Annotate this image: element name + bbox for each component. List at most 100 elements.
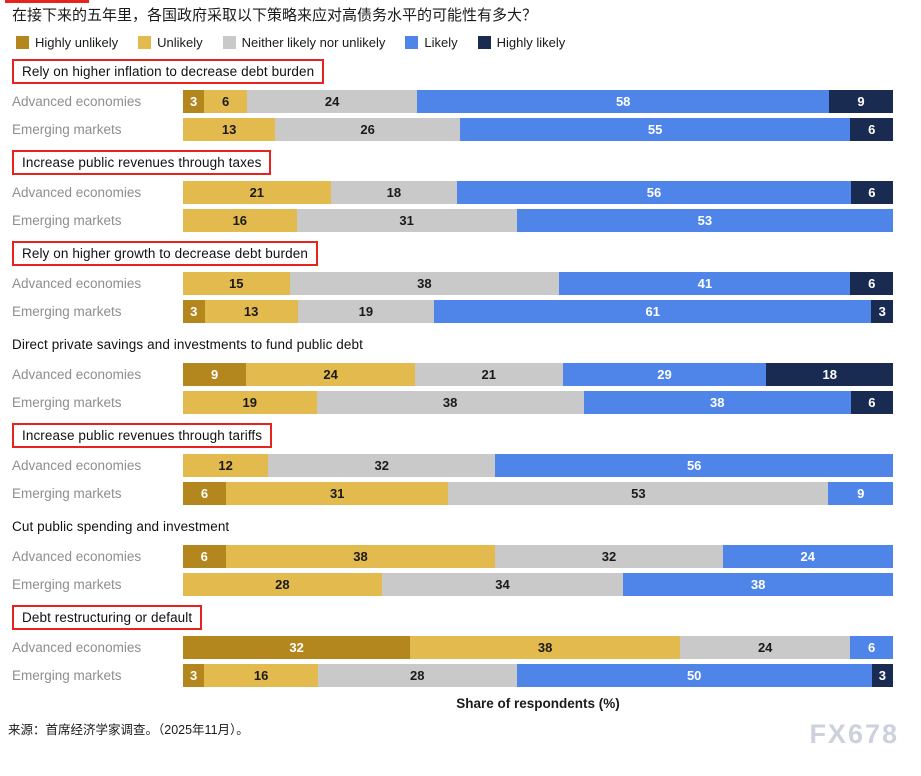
bar-segment-unlikely: 38 xyxy=(410,636,680,659)
stacked-bar: 9 24 21 29 18 xyxy=(183,363,893,386)
row-label: Emerging markets xyxy=(12,213,122,228)
chart-row: Emerging markets 13 26 55 6 xyxy=(12,118,893,141)
chart-group: Increase public revenues through tariffs… xyxy=(12,423,893,505)
bar-segment-highly_likely: 6 xyxy=(850,272,893,295)
group-title-highlighted: Increase public revenues through tariffs xyxy=(12,423,273,448)
bar-segment-likely: 55 xyxy=(459,118,851,141)
bar-segment-unlikely: 19 xyxy=(183,391,317,414)
legend-item-unlikely: Unlikely xyxy=(138,35,203,50)
bar-segment-unlikely: 13 xyxy=(183,118,276,141)
legend-swatch-highly_likely xyxy=(477,36,491,49)
chart-row: Emerging markets 28 34 38 xyxy=(12,573,893,596)
bar-segment-neither: 21 xyxy=(414,363,563,386)
legend-item-neither: Neither likely nor unlikely xyxy=(222,35,385,50)
stacked-bar: 16 31 53 xyxy=(183,209,893,232)
stacked-bar: 32 38 24 6 xyxy=(183,636,893,659)
bar-segment-neither: 34 xyxy=(381,573,624,596)
group-title-highlighted: Rely on higher inflation to decrease deb… xyxy=(12,59,325,84)
group-title-highlighted: Rely on higher growth to decrease debt b… xyxy=(12,241,318,266)
bar-segment-neither: 31 xyxy=(296,209,517,232)
bar-segment-neither: 38 xyxy=(316,391,584,414)
chart-row: Emerging markets 19 38 38 6 xyxy=(12,391,893,414)
bar-segment-likely: 50 xyxy=(516,664,872,687)
bar-segment-likely: 56 xyxy=(457,181,851,204)
legend-label: Unlikely xyxy=(157,35,203,50)
bar-segment-highly_unlikely: 3 xyxy=(183,300,205,323)
chart-row: Advanced economies 15 38 41 6 xyxy=(12,272,893,295)
legend-label: Highly likely xyxy=(496,35,566,50)
chart-group: Debt restructuring or default Advanced ec… xyxy=(12,605,893,687)
row-label: Advanced economies xyxy=(12,276,142,291)
bar-segment-likely: 24 xyxy=(722,545,893,568)
bar-segment-highly_likely: 3 xyxy=(871,664,893,687)
source-note: 来源：首席经济学家调查。（2025年11月）。 xyxy=(8,723,249,737)
legend-item-likely: Likely xyxy=(405,35,458,50)
clipped-red-highlight-box xyxy=(5,0,89,3)
stacked-bar: 21 18 56 6 xyxy=(183,181,893,204)
chart-group: Increase public revenues through taxes Ad… xyxy=(12,150,893,232)
group-title-highlighted: Increase public revenues through taxes xyxy=(12,150,272,175)
legend-item-highly_unlikely: Highly unlikely xyxy=(16,35,118,50)
bar-segment-unlikely: 15 xyxy=(183,272,290,295)
bar-segment-neither: 32 xyxy=(268,454,496,477)
chart-group: Cut public spending and investment Advanc… xyxy=(12,514,893,596)
bar-segment-neither: 18 xyxy=(330,181,458,204)
chart-row: Advanced economies 9 24 21 29 18 xyxy=(12,363,893,386)
bar-segment-highly_likely: 9 xyxy=(829,90,893,113)
chart-row: Advanced economies 21 18 56 6 xyxy=(12,181,893,204)
chart-row: Emerging markets 16 31 53 xyxy=(12,209,893,232)
chart-groups: Rely on higher inflation to decrease deb… xyxy=(0,59,921,687)
bar-segment-neither: 24 xyxy=(246,90,418,113)
bar-segment-likely: 56 xyxy=(495,454,893,477)
bar-segment-highly_unlikely: 3 xyxy=(183,90,205,113)
row-label: Advanced economies xyxy=(12,640,142,655)
group-title: Cut public spending and investment xyxy=(12,519,230,534)
group-title: Direct private savings and investments t… xyxy=(12,337,363,352)
row-label: Emerging markets xyxy=(12,486,122,501)
legend: Highly unlikely Unlikely Neither likely no… xyxy=(0,26,921,59)
bar-segment-unlikely: 16 xyxy=(183,209,297,232)
legend-swatch-unlikely xyxy=(138,36,152,49)
group-title-highlighted: Debt restructuring or default xyxy=(12,605,203,630)
legend-item-highly_likely: Highly likely xyxy=(477,35,566,50)
chart-group: Rely on higher growth to decrease debt b… xyxy=(12,241,893,323)
stacked-bar: 15 38 41 6 xyxy=(183,272,893,295)
bar-segment-likely: 61 xyxy=(433,300,872,323)
watermark: FX678 xyxy=(809,719,899,749)
bar-segment-likely: 41 xyxy=(559,272,851,295)
bar-segment-highly_likely: 3 xyxy=(871,300,893,323)
bar-segment-unlikely: 6 xyxy=(204,90,247,113)
bar-segment-unlikely: 12 xyxy=(183,454,269,477)
chart-title: 在接下来的五年里，各国政府采取以下策略来应对高债务水平的可能性有多大？ xyxy=(12,7,538,24)
bar-segment-neither: 53 xyxy=(448,482,829,505)
bar-segment-likely: 38 xyxy=(583,391,851,414)
bar-segment-neither: 24 xyxy=(679,636,851,659)
row-label: Advanced economies xyxy=(12,185,142,200)
stacked-bar: 12 32 56 xyxy=(183,454,893,477)
row-label: Advanced economies xyxy=(12,549,142,564)
stacked-bar: 28 34 38 xyxy=(183,573,893,596)
bar-segment-likely: 29 xyxy=(562,363,767,386)
group-title-row: Rely on higher growth to decrease debt b… xyxy=(12,241,893,266)
legend-swatch-neither xyxy=(222,36,236,49)
group-title-row: Rely on higher inflation to decrease deb… xyxy=(12,59,893,84)
bar-segment-highly_unlikely: 9 xyxy=(183,363,247,386)
stacked-bar: 19 38 38 6 xyxy=(183,391,893,414)
bar-segment-highly_likely: 18 xyxy=(766,363,893,386)
stacked-bar: 3 13 19 61 3 xyxy=(183,300,893,323)
row-label: Emerging markets xyxy=(12,668,122,683)
chart-row: Advanced economies 12 32 56 xyxy=(12,454,893,477)
stacked-bar: 3 16 28 50 3 xyxy=(183,664,893,687)
legend-label: Likely xyxy=(424,35,458,50)
bar-segment-highly_likely: 6 xyxy=(850,118,893,141)
bar-segment-neither: 19 xyxy=(297,300,434,323)
group-title-row: Cut public spending and investment xyxy=(12,514,893,539)
bar-segment-neither: 32 xyxy=(495,545,723,568)
chart-row: Emerging markets 3 16 28 50 3 xyxy=(12,664,893,687)
bar-segment-unlikely: 13 xyxy=(204,300,298,323)
bar-segment-unlikely: 16 xyxy=(204,664,318,687)
bar-segment-highly_unlikely: 6 xyxy=(183,482,227,505)
row-label: Emerging markets xyxy=(12,395,122,410)
bar-segment-unlikely: 24 xyxy=(246,363,415,386)
